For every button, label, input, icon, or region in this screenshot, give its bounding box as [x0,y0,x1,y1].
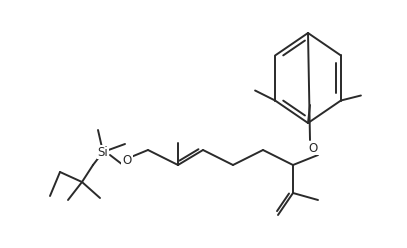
Text: O: O [123,155,131,167]
Text: Si: Si [98,146,108,158]
Text: O: O [309,142,317,155]
